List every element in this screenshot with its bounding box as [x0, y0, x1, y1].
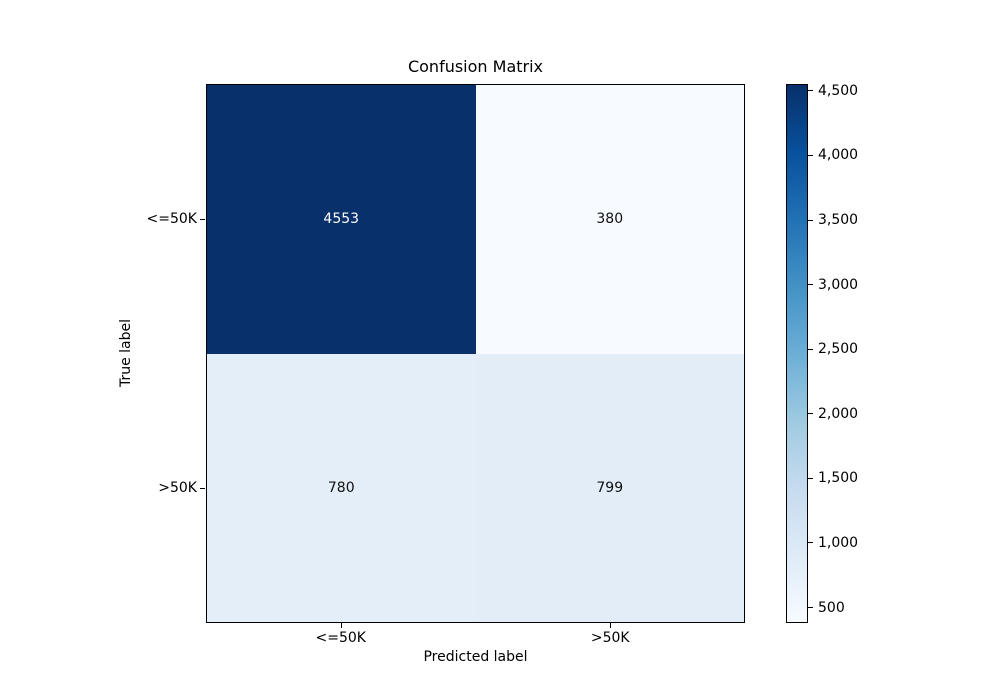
matrix-cell: 780: [207, 353, 476, 622]
y-tick-mark: [200, 488, 205, 490]
x-axis-label: Predicted label: [423, 649, 528, 665]
y-tick-mark: [200, 218, 205, 220]
colorbar-tick-mark: [808, 607, 813, 608]
cell-value: 799: [596, 479, 624, 496]
matrix-cell: 380: [475, 85, 744, 354]
colorbar-tick-mark: [808, 154, 813, 156]
colorbar-tick-mark: [808, 477, 813, 479]
cell-value: 4553: [323, 211, 360, 228]
colorbar-tick-label: 4,000: [818, 147, 859, 164]
colorbar-tick-mark: [808, 413, 813, 415]
colorbar-tick-mark: [808, 90, 813, 92]
colorbar-tick-mark: [808, 542, 813, 544]
colorbar-tick-label: 1,500: [818, 470, 859, 487]
colorbar-tick-mark: [808, 348, 813, 350]
matrix-cell: 4553: [207, 85, 476, 354]
cell-value: 780: [327, 479, 355, 496]
matrix-cell: 799: [475, 353, 744, 622]
x-tick-label: >50K: [590, 630, 630, 646]
x-tick-label: <=50K: [315, 630, 366, 646]
x-tick-mark: [340, 623, 342, 628]
x-tick-mark: [610, 623, 612, 628]
colorbar-tick-label: 3,000: [818, 276, 859, 293]
heatmap-axes: 4553 380 780 799: [206, 84, 745, 623]
colorbar-tick-label: 2,500: [818, 341, 859, 358]
colorbar-tick-mark: [808, 219, 813, 221]
colorbar-tick-label: 2,000: [818, 405, 859, 422]
colorbar-tick-label: 4,500: [818, 82, 859, 99]
colorbar-tick-label: 1,000: [818, 534, 859, 551]
chart-title: Confusion Matrix: [407, 57, 544, 76]
y-axis-label: True label: [118, 318, 134, 388]
cell-value: 380: [596, 211, 624, 228]
y-tick-label: >50K: [158, 480, 197, 497]
colorbar-tick-label: 500: [818, 599, 845, 616]
y-tick-label: <=50K: [146, 210, 197, 227]
colorbar-tick-mark: [808, 284, 813, 286]
colorbar-gradient: [786, 84, 808, 623]
colorbar-tick-label: 3,500: [818, 212, 859, 228]
